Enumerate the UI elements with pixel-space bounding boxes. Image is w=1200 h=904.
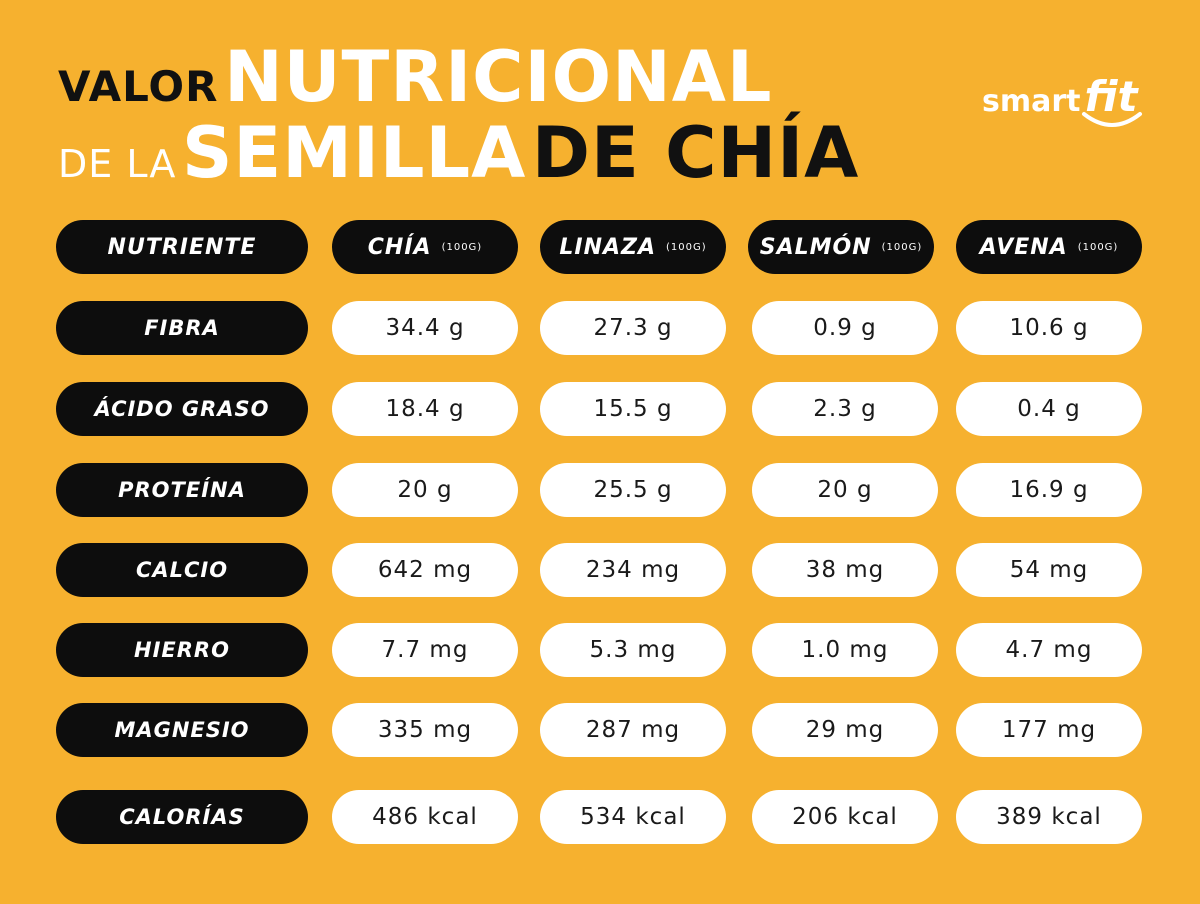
value-linaza: 534 kcal: [540, 790, 726, 844]
table-row: CALCIO 642 mg 234 mg 38 mg 54 mg: [0, 543, 1200, 603]
value-linaza: 234 mg: [540, 543, 726, 597]
header-chia-unit: (100G): [441, 241, 483, 253]
value-chia: 34.4 g: [332, 301, 518, 355]
value-avena: 54 mg: [956, 543, 1142, 597]
header-avena: AVENA (100G): [956, 220, 1142, 274]
table-header-row: NUTRIENTE CHÍA (100G) LINAZA (100G) SALMÓN…: [0, 220, 1200, 280]
value-chia: 642 mg: [332, 543, 518, 597]
row-label: HIERRO: [56, 623, 308, 677]
value-linaza: 287 mg: [540, 703, 726, 757]
value-salmon: 1.0 mg: [752, 623, 938, 677]
value-salmon: 38 mg: [752, 543, 938, 597]
row-label: CALORÍAS: [56, 790, 308, 844]
title-line-2: DE LA SEMILLA DE CHÍA: [58, 112, 859, 194]
value-salmon: 2.3 g: [752, 382, 938, 436]
value-avena: 10.6 g: [956, 301, 1142, 355]
header-avena-label: AVENA: [979, 234, 1068, 260]
value-salmon: 20 g: [752, 463, 938, 517]
value-salmon: 0.9 g: [752, 301, 938, 355]
value-avena: 4.7 mg: [956, 623, 1142, 677]
title-line-1: VALOR NUTRICIONAL: [58, 36, 772, 118]
header-salmon-label: SALMÓN: [759, 234, 872, 260]
value-chia: 18.4 g: [332, 382, 518, 436]
header-salmon: SALMÓN (100G): [748, 220, 934, 274]
value-avena: 177 mg: [956, 703, 1142, 757]
header-chia: CHÍA (100G): [332, 220, 518, 274]
header-linaza-unit: (100G): [665, 241, 707, 253]
value-chia: 335 mg: [332, 703, 518, 757]
value-linaza: 15.5 g: [540, 382, 726, 436]
logo-smart-text: smart: [982, 84, 1081, 119]
header-chia-label: CHÍA: [367, 234, 432, 260]
title-de-chia: DE CHÍA: [531, 112, 860, 194]
table-row: CALORÍAS 486 kcal 534 kcal 206 kcal 389 …: [0, 790, 1200, 850]
title-semilla: SEMILLA: [181, 112, 527, 194]
table-row: ÁCIDO GRASO 18.4 g 15.5 g 2.3 g 0.4 g: [0, 382, 1200, 442]
value-chia: 20 g: [332, 463, 518, 517]
value-linaza: 27.3 g: [540, 301, 726, 355]
header-nutrient: NUTRIENTE: [56, 220, 308, 274]
value-salmon: 206 kcal: [752, 790, 938, 844]
table-row: HIERRO 7.7 mg 5.3 mg 1.0 mg 4.7 mg: [0, 623, 1200, 683]
table-row: MAGNESIO 335 mg 287 mg 29 mg 177 mg: [0, 703, 1200, 763]
header-linaza-label: LINAZA: [559, 234, 656, 260]
value-avena: 16.9 g: [956, 463, 1142, 517]
value-salmon: 29 mg: [752, 703, 938, 757]
title-de-la: DE LA: [58, 142, 177, 186]
smartfit-logo: smartfit: [982, 72, 1138, 121]
row-label: MAGNESIO: [56, 703, 308, 757]
value-avena: 389 kcal: [956, 790, 1142, 844]
title-nutricional: NUTRICIONAL: [224, 36, 773, 118]
header-nutrient-label: NUTRIENTE: [107, 234, 257, 260]
title-valor: VALOR: [58, 62, 219, 111]
logo-fit-text: fit: [1084, 72, 1138, 121]
table-row: FIBRA 34.4 g 27.3 g 0.9 g 10.6 g: [0, 301, 1200, 361]
row-label: FIBRA: [56, 301, 308, 355]
header-avena-unit: (100G): [1077, 241, 1119, 253]
value-chia: 7.7 mg: [332, 623, 518, 677]
row-label: PROTEÍNA: [56, 463, 308, 517]
row-label: ÁCIDO GRASO: [56, 382, 308, 436]
value-avena: 0.4 g: [956, 382, 1142, 436]
value-linaza: 25.5 g: [540, 463, 726, 517]
header-linaza: LINAZA (100G): [540, 220, 726, 274]
logo-smile-icon: [1082, 112, 1142, 127]
row-label: CALCIO: [56, 543, 308, 597]
header-salmon-unit: (100G): [881, 241, 923, 253]
value-linaza: 5.3 mg: [540, 623, 726, 677]
value-chia: 486 kcal: [332, 790, 518, 844]
table-row: PROTEÍNA 20 g 25.5 g 20 g 16.9 g: [0, 463, 1200, 523]
